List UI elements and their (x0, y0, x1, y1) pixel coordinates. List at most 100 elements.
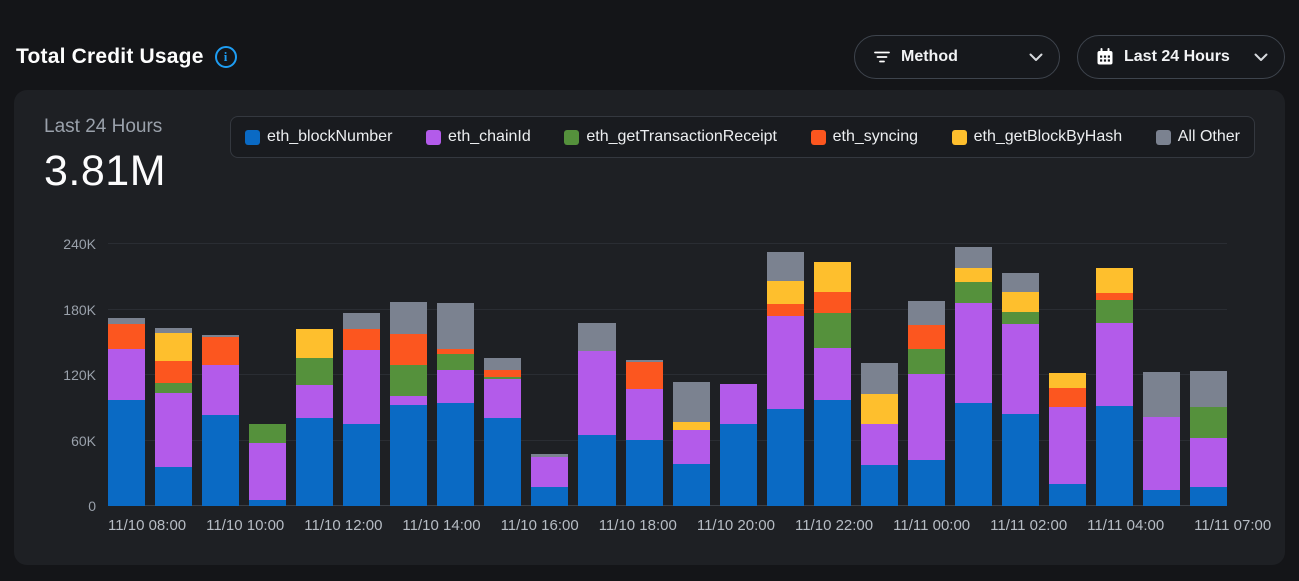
bar-segment[interactable] (202, 337, 240, 365)
legend-item[interactable]: eth_getBlockByHash (951, 128, 1122, 146)
bar-segment[interactable] (155, 466, 193, 506)
bar-segment[interactable] (766, 315, 804, 410)
bar-column[interactable] (719, 244, 757, 506)
bar-segment[interactable] (813, 347, 851, 400)
bar-segment[interactable] (1001, 312, 1039, 324)
bar-column[interactable] (860, 244, 898, 506)
bar-column[interactable] (1143, 244, 1181, 506)
legend-item[interactable]: All Other (1155, 128, 1240, 146)
bar-column[interactable] (766, 244, 804, 506)
bar-segment[interactable] (202, 364, 240, 416)
bar-segment[interactable] (1001, 414, 1039, 506)
bar-segment[interactable] (484, 379, 522, 418)
bar-segment[interactable] (1143, 490, 1181, 506)
bar-segment[interactable] (578, 323, 616, 351)
bar-segment[interactable] (343, 329, 381, 350)
bar-segment[interactable] (813, 291, 851, 314)
bar-column[interactable] (484, 244, 522, 506)
bar-segment[interactable] (907, 460, 945, 506)
bar-segment[interactable] (954, 247, 992, 269)
bar-segment[interactable] (390, 301, 428, 334)
bar-segment[interactable] (672, 421, 710, 431)
bar-column[interactable] (1190, 244, 1228, 506)
method-filter-button[interactable]: Method (854, 35, 1060, 79)
bar-segment[interactable] (155, 332, 193, 362)
bar-segment[interactable] (155, 328, 193, 333)
bar-segment[interactable] (625, 440, 663, 506)
bar-segment[interactable] (343, 349, 381, 425)
bar-segment[interactable] (1190, 370, 1228, 407)
bar-segment[interactable] (719, 424, 757, 506)
bar-segment[interactable] (108, 400, 146, 506)
bar-segment[interactable] (484, 377, 522, 380)
bar-column[interactable] (202, 244, 240, 506)
bar-segment[interactable] (1095, 267, 1134, 294)
bar-segment[interactable] (954, 282, 992, 303)
bar-segment[interactable] (484, 357, 522, 370)
legend-item[interactable]: eth_syncing (810, 128, 918, 146)
bar-column[interactable] (813, 244, 851, 506)
bar-column[interactable] (531, 244, 569, 506)
bar-segment[interactable] (719, 383, 757, 425)
bar-segment[interactable] (484, 369, 522, 378)
bar-segment[interactable] (578, 435, 616, 506)
bar-segment[interactable] (766, 252, 804, 281)
bar-segment[interactable] (343, 424, 381, 506)
bar-segment[interactable] (1095, 323, 1134, 407)
bar-segment[interactable] (1048, 483, 1086, 506)
bar-segment[interactable] (954, 268, 992, 283)
bar-column[interactable] (907, 244, 945, 506)
bar-column[interactable] (1001, 244, 1039, 506)
bar-segment[interactable] (437, 402, 475, 506)
bar-segment[interactable] (907, 348, 945, 375)
bar-segment[interactable] (296, 328, 334, 358)
time-range-button[interactable]: Last 24 Hours (1077, 35, 1285, 79)
bar-segment[interactable] (766, 280, 804, 305)
bar-segment[interactable] (390, 396, 428, 405)
bar-column[interactable] (1095, 244, 1134, 506)
bar-column[interactable] (437, 244, 475, 506)
bar-segment[interactable] (860, 393, 898, 425)
bar-segment[interactable] (155, 383, 193, 393)
bar-column[interactable] (108, 244, 146, 506)
bar-segment[interactable] (1048, 373, 1086, 389)
bar-segment[interactable] (108, 323, 146, 349)
bar-column[interactable] (954, 244, 992, 506)
bar-column[interactable] (625, 244, 663, 506)
bar-segment[interactable] (390, 364, 428, 397)
legend-item[interactable]: eth_blockNumber (245, 128, 392, 146)
bar-column[interactable] (578, 244, 616, 506)
bar-segment[interactable] (1048, 407, 1086, 484)
bar-segment[interactable] (390, 333, 428, 365)
bar-segment[interactable] (625, 359, 663, 363)
bar-segment[interactable] (954, 302, 992, 403)
legend-item[interactable]: eth_chainId (426, 128, 531, 146)
bar-segment[interactable] (907, 301, 945, 326)
bar-segment[interactable] (907, 325, 945, 349)
bar-segment[interactable] (249, 442, 287, 500)
bar-segment[interactable] (860, 363, 898, 394)
bar-column[interactable] (1048, 244, 1086, 506)
bar-segment[interactable] (531, 487, 569, 506)
bar-segment[interactable] (155, 392, 193, 467)
bar-segment[interactable] (1095, 299, 1134, 324)
bar-column[interactable] (343, 244, 381, 506)
bar-segment[interactable] (672, 464, 710, 506)
bar-segment[interactable] (296, 385, 334, 418)
bar-segment[interactable] (249, 500, 287, 506)
bar-segment[interactable] (672, 430, 710, 464)
bar-segment[interactable] (202, 335, 240, 338)
bar-segment[interactable] (1001, 292, 1039, 313)
bar-segment[interactable] (1001, 323, 1039, 415)
bar-segment[interactable] (954, 402, 992, 506)
bar-segment[interactable] (672, 381, 710, 422)
bar-column[interactable] (390, 244, 428, 506)
bar-segment[interactable] (108, 348, 146, 401)
bar-segment[interactable] (766, 409, 804, 506)
bar-segment[interactable] (531, 453, 569, 458)
bar-column[interactable] (296, 244, 334, 506)
bar-segment[interactable] (813, 313, 851, 348)
bar-segment[interactable] (766, 304, 804, 316)
bar-column[interactable] (155, 244, 193, 506)
bar-column[interactable] (672, 244, 710, 506)
